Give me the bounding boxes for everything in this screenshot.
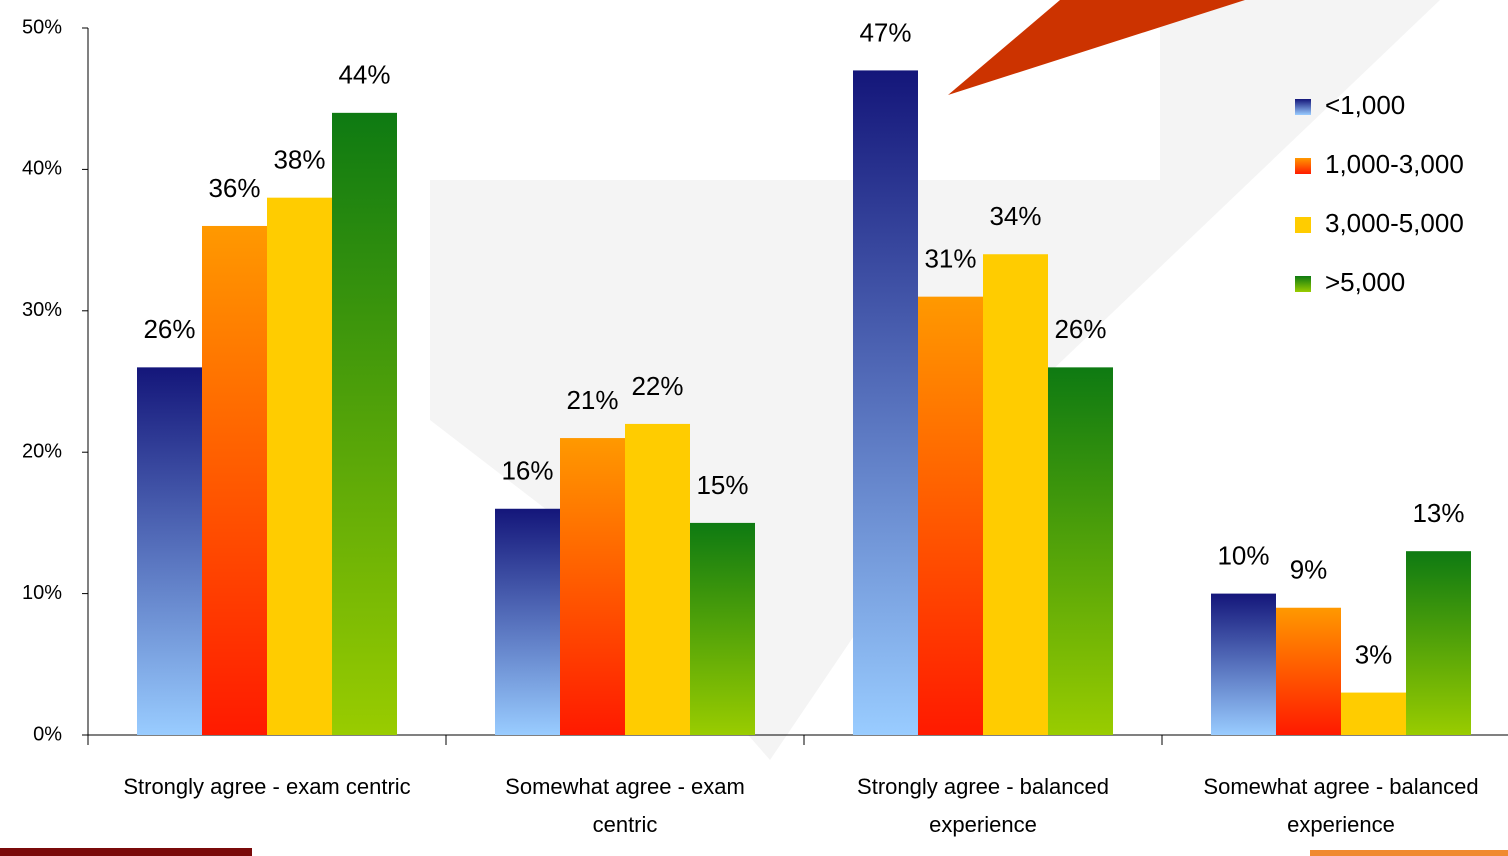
bar xyxy=(1048,367,1113,735)
value-label: 26% xyxy=(143,314,195,344)
legend-swatch xyxy=(1295,158,1311,174)
x-tick-label: Somewhat agree - exam centric xyxy=(505,774,745,837)
value-label: 26% xyxy=(1054,314,1106,344)
bar xyxy=(1341,692,1406,735)
bar xyxy=(1276,607,1341,735)
x-tick-label: Strongly agree - balanced experience xyxy=(857,774,1109,837)
value-label: 15% xyxy=(696,470,748,500)
y-tick-label: 30% xyxy=(22,299,62,321)
bar xyxy=(1406,551,1471,735)
value-label: 10% xyxy=(1217,540,1269,570)
y-tick-label: 50% xyxy=(22,16,62,38)
bar xyxy=(332,112,397,736)
value-label: 34% xyxy=(989,201,1041,231)
bar xyxy=(690,522,755,735)
x-tick-label-box: Strongly agree - exam centric xyxy=(123,774,411,799)
x-tick-label-box: Somewhat agree - exam centric xyxy=(505,774,745,837)
decor-wedge xyxy=(948,0,1245,95)
y-tick-label: 10% xyxy=(22,582,62,604)
y-tick-label: 40% xyxy=(22,158,62,180)
decor-bar-right xyxy=(1310,850,1508,856)
y-tick-label: 20% xyxy=(22,440,62,462)
legend-swatch xyxy=(1295,99,1311,115)
value-label: 36% xyxy=(208,173,260,203)
bar xyxy=(137,367,202,735)
bar xyxy=(267,197,332,735)
value-label: 22% xyxy=(631,371,683,401)
value-label: 44% xyxy=(338,60,390,90)
value-label: 31% xyxy=(924,244,976,274)
bar xyxy=(202,225,267,735)
bar xyxy=(495,508,560,735)
legend-swatch xyxy=(1295,276,1311,292)
x-tick-label-box: Somewhat agree - balanced experience xyxy=(1203,774,1479,837)
x-tick-label-box: Strongly agree - balanced experience xyxy=(857,774,1109,837)
legend-label: 3,000-5,000 xyxy=(1325,208,1464,238)
legend-swatch xyxy=(1295,217,1311,233)
value-label: 47% xyxy=(859,17,911,47)
value-label: 21% xyxy=(566,385,618,415)
legend-label: 1,000-3,000 xyxy=(1325,149,1464,179)
legend-label: <1,000 xyxy=(1325,90,1405,120)
y-tick-label: 0% xyxy=(33,723,62,745)
value-label: 9% xyxy=(1290,555,1328,585)
legend-label: >5,000 xyxy=(1325,267,1405,297)
bar xyxy=(853,70,918,736)
value-label: 16% xyxy=(501,456,553,486)
value-label: 13% xyxy=(1412,498,1464,528)
x-tick-label: Somewhat agree - balanced experience xyxy=(1203,774,1479,837)
value-label: 38% xyxy=(273,145,325,175)
bar xyxy=(560,438,625,735)
bar xyxy=(918,296,983,735)
bar xyxy=(1211,593,1276,735)
value-label: 3% xyxy=(1355,639,1393,669)
bar xyxy=(625,423,690,735)
bar xyxy=(983,254,1048,736)
decor-bar-left xyxy=(0,848,252,856)
x-tick-label: Strongly agree - exam centric xyxy=(123,774,411,799)
